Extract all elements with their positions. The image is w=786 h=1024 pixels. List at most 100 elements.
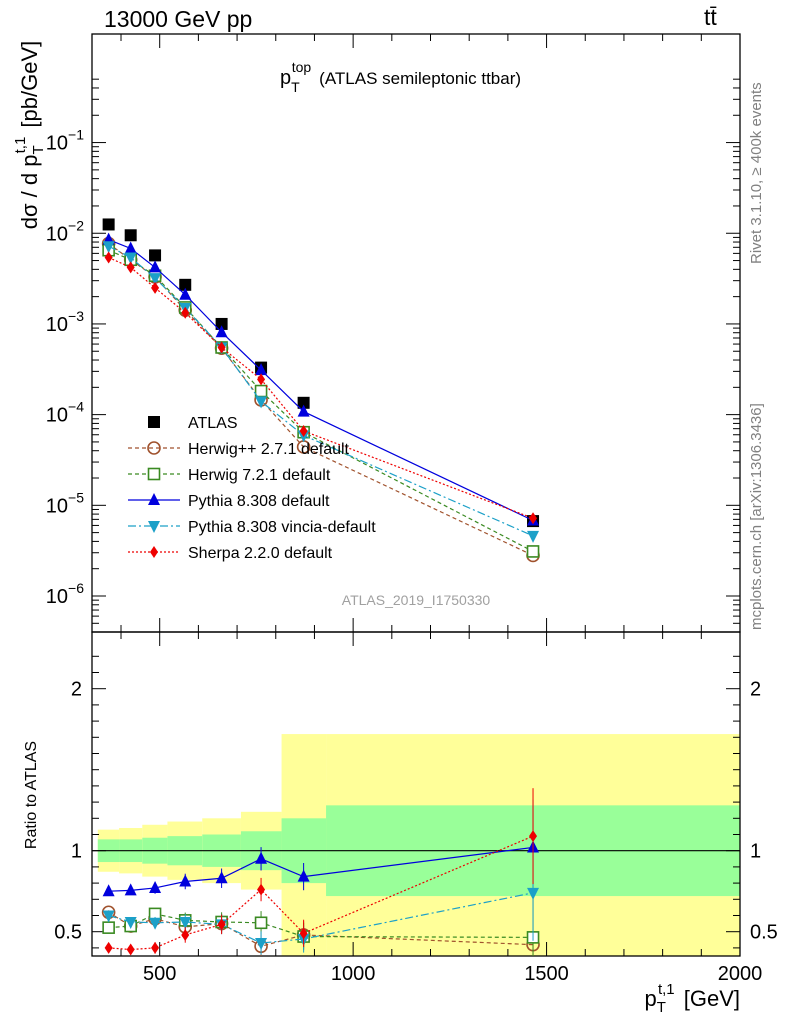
ratio-point [255, 851, 268, 864]
ratio-point [102, 910, 115, 923]
data-point [215, 325, 228, 338]
data-point [215, 317, 228, 330]
ratio-point [181, 928, 190, 941]
main-panel-frame [91, 33, 741, 633]
ratio-y-tick-label: 1 [71, 841, 82, 863]
legend-marker [147, 467, 161, 481]
y-tick-label: 10−1 [46, 127, 84, 155]
y-axis-label: dσ / d pTt,1 [pb/GeV] [12, 41, 47, 230]
ratio-panel-frame [91, 631, 741, 957]
ratio-y-tick-label: 0.5 [750, 922, 778, 944]
ratio-point [215, 871, 228, 884]
x-tick-label: 2000 [718, 963, 763, 985]
ratio-y-tick-label: 0.5 [54, 922, 82, 944]
ratio-point [102, 921, 115, 934]
ratio-y-tick-label: 1 [750, 841, 761, 863]
ratio-point [149, 917, 162, 930]
legend-label: Pythia 8.308 default [188, 493, 330, 510]
data-point [149, 260, 162, 273]
legend-marker [147, 441, 161, 455]
ratio-panel-series [101, 788, 540, 956]
legend-marker [150, 546, 158, 558]
ratio-point [151, 941, 160, 954]
x-tick-label: 1000 [331, 963, 376, 985]
data-point [255, 396, 268, 409]
ratio-point [254, 916, 268, 930]
y-tick-label: 10−5 [46, 489, 84, 517]
ratio-line [108, 835, 534, 951]
data-point [529, 512, 538, 525]
series-1 [101, 236, 540, 563]
ratio-point [149, 880, 162, 893]
ratio-point [104, 941, 113, 954]
data-point [126, 261, 135, 274]
analysis-label: ATLAS_2019_I1750330 [342, 592, 491, 608]
legend-marker [148, 521, 160, 533]
energy-label: 13000 GeV pp [104, 6, 253, 32]
data-point [151, 281, 160, 294]
data-point [124, 229, 137, 242]
ratio-y-tick-label: 2 [71, 679, 82, 701]
ratio-y-tick-label: 2 [750, 679, 761, 701]
ratio-point [529, 830, 538, 843]
ratio-line [108, 846, 534, 892]
ratio-point [217, 918, 226, 931]
ratio-point [527, 887, 540, 900]
data-point [149, 249, 162, 262]
data-point [254, 384, 268, 398]
chart-title: pTtop(ATLAS semileptonic ttbar) [280, 59, 521, 95]
process-label: tt̄ [704, 4, 717, 30]
legend-label: Herwig 7.2.1 default [188, 467, 331, 484]
ratio-point [124, 916, 137, 929]
data-point [526, 545, 540, 558]
y-tick-label: 10−3 [46, 308, 84, 336]
series-line [108, 256, 534, 519]
data-point [257, 373, 266, 386]
data-point [527, 530, 540, 543]
series-line [108, 243, 534, 556]
ratio-line [108, 913, 534, 938]
data-point [297, 396, 310, 409]
legend-marker [148, 493, 160, 505]
y-axis: 10−6 10−5 10−4 10−3 10−2 10−1dσ / d pTt,1 [pb… [12, 41, 740, 624]
data-point [217, 341, 226, 354]
ratio-point [102, 884, 115, 897]
ratio-point [297, 869, 310, 882]
ratio-point [124, 883, 137, 896]
ratio-point [255, 938, 268, 951]
data-point [124, 241, 137, 254]
ratio-point [179, 874, 192, 887]
ratio-line [108, 892, 534, 944]
data-point [124, 252, 137, 265]
data-point [181, 306, 190, 319]
data-point [179, 278, 192, 291]
main-panel-series [101, 218, 540, 563]
ratio-point [126, 943, 135, 956]
data-point [299, 424, 308, 437]
y-tick-label: 10−2 [46, 217, 84, 245]
y-tick-label: 10−4 [46, 399, 84, 427]
legend-label: ATLAS [188, 415, 238, 432]
legend-label: Herwig++ 2.7.1 default [188, 441, 350, 458]
ratio-y-axis-label: Ratio to ATLAS [23, 741, 40, 849]
ratio-point [179, 916, 192, 929]
data-point [179, 287, 192, 300]
ratio-point [299, 927, 308, 940]
series-3 [102, 232, 540, 526]
x-tick-label: 1500 [524, 963, 569, 985]
data-point [102, 241, 115, 254]
legend-label: Sherpa 2.2.0 default [188, 545, 333, 562]
ratio-y-axis: 0.5 0.5 1 1 2 2 Ratio to ATLAS [23, 655, 778, 949]
ratio-series-5 [104, 788, 538, 956]
legend: ATLAS Herwig++ 2.7.1 default Herwig 7.2.1 … [128, 415, 376, 562]
ratio-point [257, 883, 266, 896]
series-5 [104, 251, 538, 525]
data-point [102, 218, 115, 231]
legend-label: Pythia 8.308 vincia-default [188, 519, 376, 536]
y-tick-label: 10−6 [46, 580, 84, 608]
data-point [255, 363, 268, 376]
x-axis-label: pTt,1 [GeV] [645, 981, 740, 1016]
data-point [104, 251, 113, 264]
